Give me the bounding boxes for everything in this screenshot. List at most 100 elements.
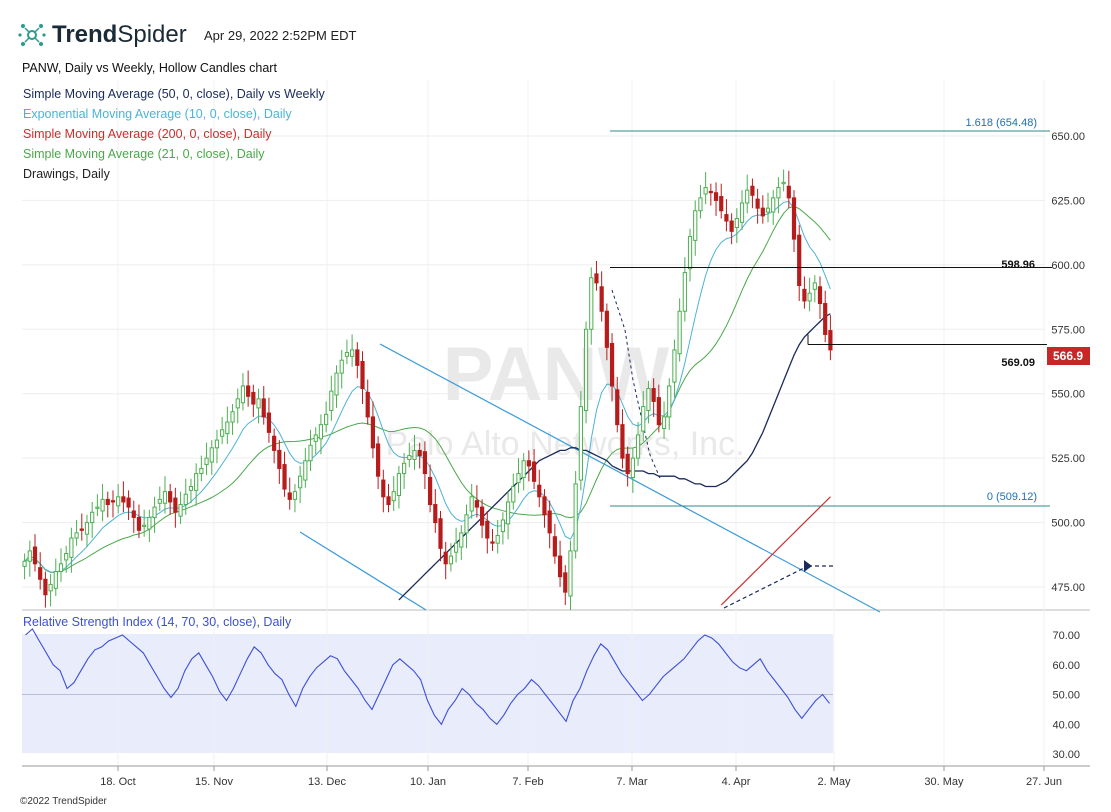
candle-body xyxy=(693,210,698,241)
price-tick-label: 625.00 xyxy=(1051,195,1085,207)
brand-name-bold: Trend xyxy=(52,21,118,48)
candle-body xyxy=(812,282,817,290)
candle-body xyxy=(308,444,313,462)
candle-body xyxy=(781,181,786,185)
fib-top-label: 1.618 (654.48) xyxy=(965,117,1037,129)
candle-body xyxy=(90,511,95,524)
indicator-sma200[interactable]: Simple Moving Average (200, 0, close), D… xyxy=(23,127,272,141)
ema10-line xyxy=(24,200,831,573)
moving-averages xyxy=(24,200,831,606)
candle-body xyxy=(750,185,755,196)
ma-group xyxy=(24,200,831,606)
candle-body xyxy=(324,413,329,426)
watermark-company: Palo Alto Networks, Inc. xyxy=(385,425,744,463)
candle-body xyxy=(797,234,802,286)
trendline-drawings xyxy=(299,130,1050,613)
rsi-label[interactable]: Relative Strength Index (14, 70, 30, clo… xyxy=(23,615,292,629)
sma21-line xyxy=(24,205,831,573)
candle-body xyxy=(32,546,38,565)
candle-body xyxy=(474,500,479,508)
candle-body xyxy=(739,202,745,223)
candle-body xyxy=(672,349,677,383)
candle-body xyxy=(152,506,157,518)
candle-body xyxy=(360,361,365,390)
candle-body xyxy=(74,532,79,539)
candle-body xyxy=(573,483,578,552)
candle-body xyxy=(755,198,760,209)
candle-body xyxy=(630,457,635,478)
date-tick-label: 4. Apr xyxy=(722,776,751,788)
candle-body xyxy=(313,434,318,442)
candle-body xyxy=(563,572,568,593)
price-tick-label: 600.00 xyxy=(1051,260,1085,272)
candle-body xyxy=(589,277,594,330)
date-tick-label: 30. May xyxy=(924,776,964,788)
candle-body xyxy=(230,411,235,423)
candle-body xyxy=(677,310,682,355)
candle-body xyxy=(350,349,355,357)
candle-body xyxy=(786,185,791,199)
last-price-badge xyxy=(1047,347,1090,365)
price-levels xyxy=(610,267,1052,346)
rsi-tick-label: 40.00 xyxy=(1052,719,1080,731)
rsi-tick-label: 30.00 xyxy=(1052,749,1080,761)
candle-body xyxy=(22,560,27,567)
indicator-drawings[interactable]: Drawings, Daily xyxy=(23,167,110,181)
candle-body xyxy=(578,406,583,481)
candle-body xyxy=(376,443,381,477)
candle-body xyxy=(552,536,557,557)
candle-body xyxy=(724,214,729,222)
candle-body xyxy=(734,217,739,228)
candle-body xyxy=(214,439,220,449)
candle-body xyxy=(412,449,417,460)
candle-body xyxy=(168,491,173,503)
copyright: ©2022 TrendSpider xyxy=(20,796,107,807)
candle-body xyxy=(511,485,516,503)
candle-body xyxy=(641,406,646,432)
candle-body xyxy=(266,412,272,433)
fib-bottom-label: 0 (509.12) xyxy=(987,491,1037,503)
candle-body xyxy=(95,506,100,509)
price-tick-label: 550.00 xyxy=(1051,389,1085,401)
spider-logo-icon xyxy=(18,21,46,49)
candle-body xyxy=(277,449,282,469)
date-tick-label: 7. Mar xyxy=(616,776,648,788)
indicator-sma21[interactable]: Simple Moving Average (21, 0, close), Da… xyxy=(23,147,265,161)
rsi-tick-label: 70.00 xyxy=(1052,630,1080,642)
date-axis: 18. Oct 15. Nov 13. Dec 10. Jan 7. Feb 7. Mar… xyxy=(22,765,1090,788)
candle-body xyxy=(370,416,376,449)
candle-body xyxy=(427,476,433,506)
candle-body xyxy=(204,457,209,466)
candle-body xyxy=(272,435,277,451)
candle-body xyxy=(469,496,474,512)
candle-body xyxy=(199,467,204,475)
chart-title: PANW, Daily vs Weekly, Hollow Candles ch… xyxy=(22,61,277,75)
candle-body xyxy=(27,550,32,562)
candle-group xyxy=(22,169,833,610)
candle-body xyxy=(48,583,53,592)
date-tick-label: 2. May xyxy=(817,776,851,788)
candle-body xyxy=(287,492,292,500)
candle-body xyxy=(105,498,110,506)
candle-body xyxy=(142,524,147,527)
candle-body xyxy=(547,510,552,534)
candle-body xyxy=(698,197,703,212)
candle-body xyxy=(417,449,422,457)
candle-body xyxy=(386,496,391,506)
candle-body xyxy=(136,516,142,531)
candle-body xyxy=(121,496,126,503)
last-price-label: 566.9 xyxy=(1053,349,1083,363)
rsi-tick-label: 60.00 xyxy=(1052,660,1080,672)
candle-body xyxy=(443,551,448,565)
candle-body xyxy=(583,328,589,411)
candle-body xyxy=(64,552,69,561)
candle-body xyxy=(282,464,287,490)
candle-body xyxy=(667,385,672,418)
candle-body xyxy=(464,514,469,534)
indicator-sma50[interactable]: Simple Moving Average (50, 0, close), Da… xyxy=(23,87,325,101)
candle-body xyxy=(479,506,485,526)
candle-body xyxy=(620,424,625,459)
date-tick-label: 10. Jan xyxy=(410,776,446,788)
indicator-ema10[interactable]: Exponential Moving Average (10, 0, close… xyxy=(23,107,292,121)
